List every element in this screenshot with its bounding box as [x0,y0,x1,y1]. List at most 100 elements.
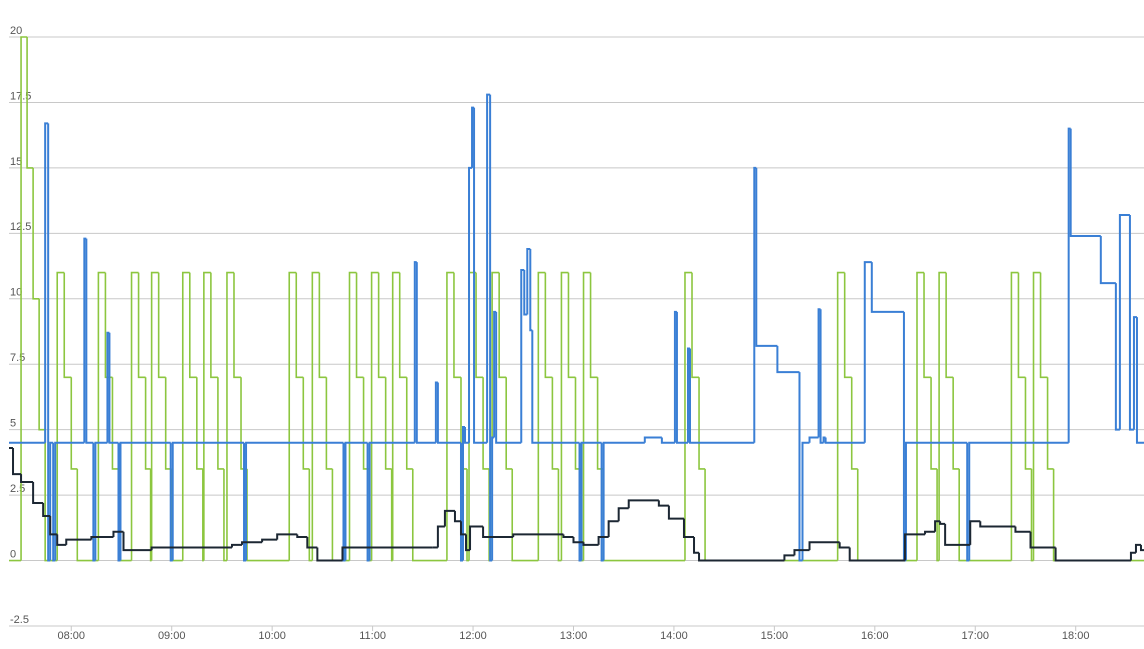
step-segment [54,441,85,561]
step-segment [627,499,659,509]
y-tick-label: 10 [10,287,22,299]
step-segment [117,442,121,562]
step-segment [390,468,393,562]
step-segment [473,107,488,444]
step-segment [1054,547,1131,562]
step-segment [188,272,197,379]
step-segment [1014,526,1031,533]
step-segment [979,521,1016,528]
step-segment [602,468,685,562]
step-segment [698,377,706,470]
step-segment [398,272,407,379]
series [9,446,1144,562]
step-segment [92,442,96,562]
step-segment [1129,551,1136,561]
step-segment [171,441,245,561]
step-segment [342,442,346,562]
step-segment [531,330,580,444]
step-segment [210,272,218,379]
step-segment [557,468,562,562]
step-segment [288,271,297,561]
step-segment [1069,128,1101,237]
step-segment [245,441,344,561]
step-segment [934,520,941,532]
step-segment [495,311,522,444]
step-segment [848,547,905,562]
step-segment [776,345,800,374]
x-tick-label: 17:00 [961,630,989,642]
step-segment [819,309,824,444]
step-segment [923,272,932,379]
step-segment [863,261,872,443]
step-segment [691,272,700,379]
step-segment [944,523,971,546]
step-segment [1052,468,1144,562]
step-segment [904,441,968,561]
step-segment [164,377,172,470]
step-segment [582,271,591,561]
step-segment [836,271,845,561]
step-segment [52,442,56,562]
step-segment [47,123,51,562]
step-segment [311,271,320,561]
step-segment [223,468,227,562]
step-segment [968,441,1069,561]
step-segment [308,468,313,562]
step-segment [20,36,28,561]
step-segment [667,505,684,520]
y-tick-label: 7.5 [10,352,25,364]
step-segment [76,468,99,562]
step-segment [70,377,78,470]
step-segment [1032,271,1041,561]
step-segment [181,271,190,561]
step-segment [600,442,604,562]
step-segment [20,474,34,484]
step-segment [453,510,461,523]
step-segment [1017,272,1026,379]
step-segment [602,441,645,561]
step-segment [808,436,819,443]
y-tick-label: 15 [10,156,22,168]
step-segment [945,272,954,379]
step-segment [459,442,463,562]
step-segment [44,122,49,443]
step-segment [793,549,810,556]
step-segment [246,468,290,562]
step-segment [240,377,248,470]
step-segment [341,546,433,561]
step-segment [952,377,960,470]
step-segment [1135,317,1144,444]
step-segment [12,447,22,476]
step-segment [130,271,139,561]
step-segment [572,536,584,544]
step-segment [689,348,755,444]
step-segment [453,272,461,379]
step-segment [230,543,243,548]
step-segment [916,271,925,561]
step-segment [295,272,304,379]
step-segment [567,272,576,379]
step-segment [657,500,669,507]
step-segment [520,268,525,443]
step-segment [870,262,904,313]
step-segment [958,468,1012,562]
step-segment [617,507,629,522]
x-tick-label: 15:00 [761,630,789,642]
step-segment [1118,214,1130,430]
step-segment [85,238,94,444]
step-segment [684,271,693,561]
step-segment [56,534,67,546]
x-tick-label: 12:00 [459,630,487,642]
step-segment [56,271,65,561]
x-tick-label: 14:00 [660,630,688,642]
step-segment [443,509,455,527]
step-segment [966,442,970,562]
step-segment [675,311,688,444]
step-segment [578,442,582,562]
step-segment [560,271,569,561]
step-segment [370,271,379,561]
y-tick-label: 0 [10,548,16,560]
step-segment [241,541,263,545]
step-segment [551,377,559,470]
step-segment [1046,377,1054,470]
